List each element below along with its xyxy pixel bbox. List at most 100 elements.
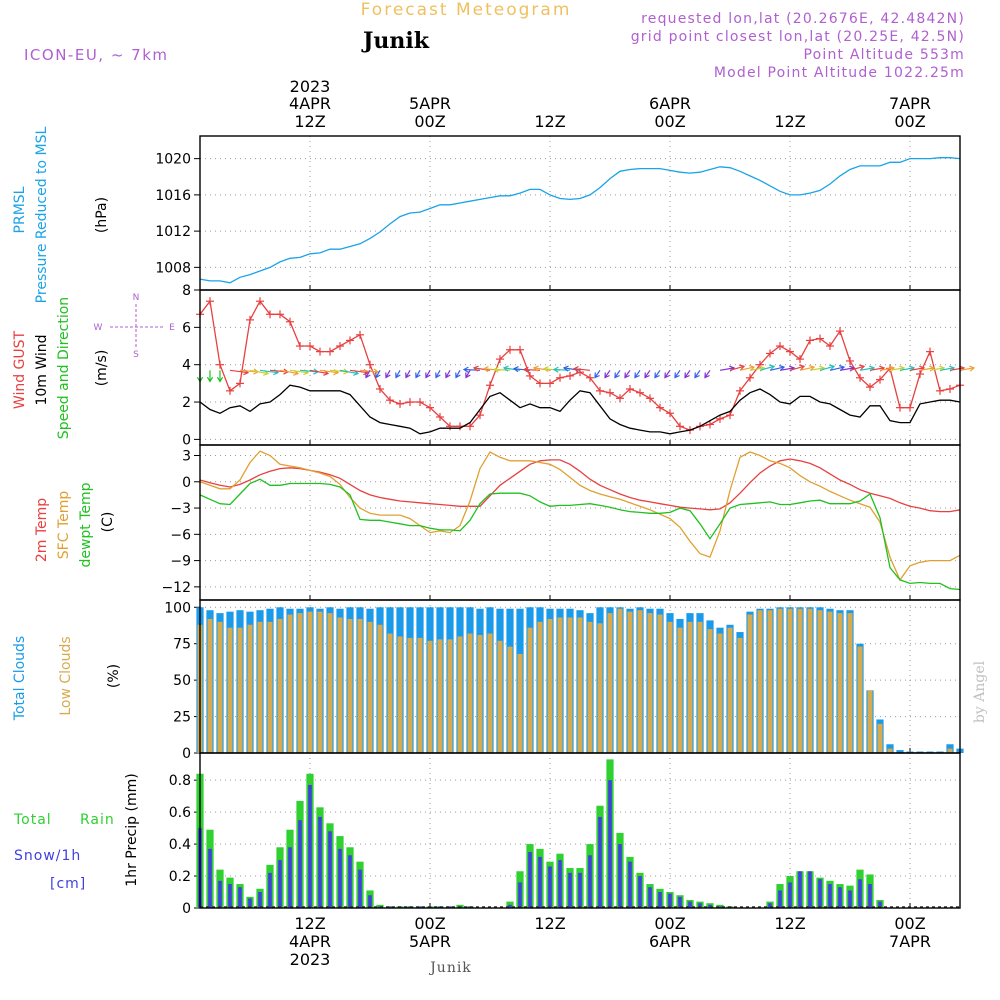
cloud-bar-low — [867, 690, 873, 753]
snow-label: Snow/1h — [14, 848, 81, 864]
wind-gust-label: Wind GUST — [12, 330, 28, 409]
gust-marker — [746, 373, 754, 382]
wind-arrow-head — [415, 372, 421, 379]
wind-arrow — [919, 367, 935, 371]
gust-marker — [736, 386, 744, 395]
cloud-bar-low — [947, 748, 953, 753]
gust-marker — [876, 375, 884, 384]
cloud-ytick-label: 25 — [173, 710, 191, 726]
gust-marker — [386, 396, 394, 405]
precip-bar-snow — [608, 780, 612, 908]
gust-marker — [646, 394, 654, 403]
cloud-bar-low — [367, 621, 373, 753]
cloud-bar-low — [787, 608, 793, 753]
compass-rose: N S W E — [94, 293, 176, 360]
compass-n: N — [133, 293, 140, 303]
cloud-bar-low — [887, 748, 893, 753]
wind-arrow — [839, 367, 855, 371]
wind-arrow-head — [829, 364, 836, 371]
cloud-bar-low — [757, 610, 763, 753]
precip-bar-snow — [338, 848, 342, 908]
gust-marker — [436, 412, 444, 421]
cloud-bar-low — [707, 629, 713, 753]
cloud-bar-low — [207, 618, 213, 753]
location-title: Junik — [361, 28, 430, 54]
wind-arrow-head — [969, 365, 976, 372]
wind-arrow — [829, 366, 845, 371]
wind-arrow — [759, 365, 775, 371]
bottom-axis-hour: 12Z — [774, 914, 805, 933]
cloud-bar-low — [797, 608, 803, 753]
wind-arrow — [385, 370, 391, 378]
bottom-axis-date: 5APR — [409, 932, 451, 951]
cloud-bar-low — [697, 621, 703, 753]
cloud-bar-low — [857, 646, 863, 753]
gust-marker — [916, 370, 924, 379]
precip-bar-snow — [388, 906, 392, 908]
wind-arrow — [405, 370, 411, 378]
wind-arrow — [229, 369, 249, 374]
compass-w: W — [94, 323, 103, 333]
precip-bar-snow — [508, 904, 512, 908]
wind-arrow-head — [462, 366, 469, 373]
compass-e: E — [169, 323, 175, 333]
cloud-bar-low — [387, 633, 393, 753]
wind-ytick-label: 4 — [182, 358, 191, 374]
cloud-bar-low — [227, 627, 233, 753]
gust-marker — [286, 317, 294, 326]
product-title: Forecast Meteogram — [361, 0, 572, 20]
precip-bar-snow — [288, 847, 292, 908]
gust-marker — [486, 381, 494, 390]
cloud-bar-low — [377, 624, 383, 753]
temp-frame — [199, 444, 961, 601]
wind-arrow-head — [492, 366, 499, 373]
bottom-axis-hour: 00Z — [894, 914, 925, 933]
cloud-bar-low — [267, 621, 273, 753]
cloud-panel: 0 25 50 75 100 — [164, 599, 964, 762]
model-label: ICON-EU, ~ 7km — [24, 46, 169, 64]
precip-bar-snow — [658, 892, 662, 908]
temp-series-dewpt-temp — [199, 478, 961, 591]
precip-bar-snow — [858, 879, 862, 908]
cloud-bar-low — [257, 621, 263, 753]
t2m-label: 2m Temp — [34, 498, 50, 562]
top-axis-hour: 12Z — [294, 112, 325, 131]
gust-marker — [346, 336, 354, 345]
gust-marker — [936, 386, 944, 395]
gust-marker — [266, 310, 274, 319]
precip-bar-snow — [878, 901, 882, 908]
wind-arrow — [415, 370, 421, 378]
wind-arrow — [594, 369, 601, 378]
gust-marker — [256, 297, 264, 306]
wind-arrow-head — [552, 366, 559, 373]
gust-marker — [216, 360, 224, 369]
top-axis-year: 2023 — [290, 77, 331, 96]
wind-arrow-head — [664, 372, 670, 379]
rain-label: Rain — [80, 812, 115, 828]
top-axis-hour: 00Z — [894, 112, 925, 131]
cloud-bar-low — [287, 614, 293, 753]
wind-arrow-head — [365, 372, 371, 379]
wind-arrow — [819, 365, 835, 371]
cloud-bar-low — [557, 617, 563, 753]
gust-marker — [756, 360, 764, 369]
cloud-bar-low — [657, 614, 663, 753]
gust-marker — [566, 371, 574, 380]
cloud-bar-low — [727, 627, 733, 753]
wind-arrow — [455, 370, 461, 378]
cloud-bar-low — [767, 610, 773, 753]
low-clouds-label: Low Clouds — [58, 636, 74, 715]
top-axis-date: 6APR — [649, 94, 691, 113]
requested-coords: requested lon,lat (20.2676E, 42.4842N) — [641, 11, 965, 27]
bottom-axis-date: 6APR — [649, 932, 691, 951]
wind-arrow — [684, 369, 691, 378]
gust-marker — [946, 384, 954, 393]
wind-arrow — [909, 367, 925, 371]
precip-frame — [199, 752, 961, 909]
bottom-axis-year: 2023 — [290, 950, 331, 969]
wind-ytick-label: 0 — [182, 432, 191, 448]
gust-marker — [326, 347, 334, 356]
wind-arrow-head — [739, 364, 746, 371]
sfc-temp-label: SFC Temp — [56, 491, 72, 560]
